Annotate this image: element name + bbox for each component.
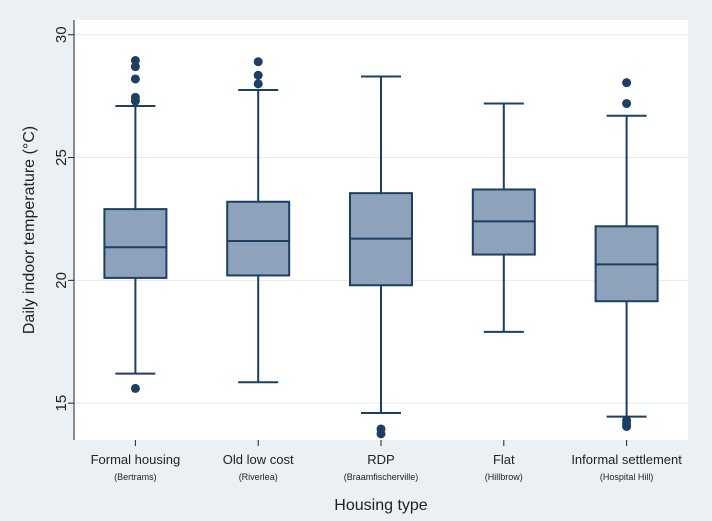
outlier-point [253, 79, 263, 89]
outlier-point [376, 424, 386, 434]
outlier-point [130, 383, 140, 393]
x-category-label: Old low cost [223, 452, 294, 467]
box-informal-settlement [594, 78, 659, 431]
outlier-point [253, 57, 263, 67]
x-category-label: Informal settlement [571, 452, 682, 467]
box-old-low-cost [226, 57, 291, 384]
outlier-point [622, 415, 632, 425]
outlier-point [130, 92, 140, 102]
x-axis-title: Housing type [334, 497, 427, 514]
y-axis-title: Daily indoor temperature (°C) [21, 126, 38, 334]
x-category-label: RDP [367, 452, 394, 467]
x-category-sublabel: (Hillbrow) [485, 472, 523, 482]
y-tick-label: 20 [53, 272, 70, 289]
box-formal-housing [103, 56, 168, 393]
x-category-sublabel: (Bertrams) [114, 472, 157, 482]
y-tick-label: 15 [53, 395, 70, 412]
x-category-label: Formal housing [91, 452, 181, 467]
outlier-point [622, 78, 632, 88]
y-tick-label: 25 [53, 149, 70, 166]
y-tick-label: 30 [53, 26, 70, 43]
iqr-box [103, 208, 168, 279]
x-category-sublabel: (Riverlea) [239, 472, 278, 482]
outlier-point [130, 56, 140, 66]
y-ticks: 15 20 25 30 [53, 26, 74, 412]
outlier-point [253, 70, 263, 80]
boxes [103, 56, 659, 439]
outlier-point [130, 74, 140, 84]
x-category-labels: Formal housing (Bertrams) Old low cost (Riv… [91, 440, 682, 482]
box-rdp [349, 75, 413, 439]
x-category-sublabel: (Braamfischerville) [344, 472, 419, 482]
iqr-box [226, 200, 291, 277]
x-category-label: Flat [493, 452, 515, 467]
outlier-point [622, 99, 632, 109]
box-flat [471, 102, 536, 333]
x-category-sublabel: (Hospital Hill) [600, 472, 654, 482]
